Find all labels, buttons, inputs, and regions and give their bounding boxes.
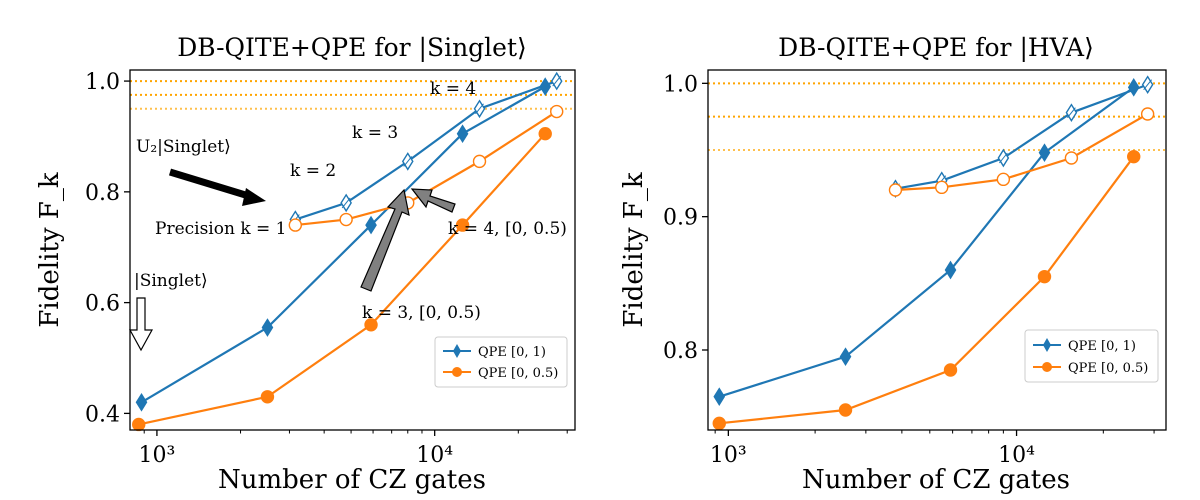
data-point-diamond: [261, 318, 274, 337]
legend-entry-qpe-0-1: QPE [0, 1): [1068, 339, 1136, 354]
data-point-diamond-stroke: [1067, 107, 1076, 118]
plot-frame: [129, 69, 576, 431]
annotation-u2-singlet: U₂|Singlet⟩: [136, 137, 231, 157]
legend-marker-diamond: [453, 344, 461, 358]
data-point-diamond-stroke: [341, 197, 351, 209]
y-tick-label: 0.6: [85, 292, 120, 317]
y-tick-label: 0.8: [85, 181, 120, 206]
y-tick-label: 1.0: [85, 70, 120, 95]
chart-singlet: DB-QITE+QPE for |Singlet⟩ Number of CZ g…: [35, 33, 576, 495]
series-line-4: [895, 113, 1149, 192]
legend: QPE [0, 1) QPE [0, 0.5): [1024, 329, 1159, 383]
data-point-diamond: [944, 260, 957, 280]
data-point-circle: [1127, 149, 1141, 164]
data-point-circle: [472, 154, 487, 169]
data-point-circle: [1037, 269, 1052, 284]
legend: QPE [0, 1) QPE [0, 0.5): [434, 336, 568, 388]
legend-marker-diamond: [1043, 338, 1051, 352]
legend-entry-qpe-0-1: QPE [0, 1): [478, 345, 546, 360]
plot-frame: [707, 69, 1167, 431]
data-point-diamond-stroke: [475, 103, 484, 115]
legend-marker-circle: [1042, 362, 1052, 372]
y-tick-label: 0.9: [663, 206, 698, 231]
y-tick-label: 0.4: [85, 402, 120, 427]
y-tick-label: 0.8: [663, 339, 698, 364]
data-point-diamond-stroke: [998, 152, 1008, 164]
data-point-diamond-stroke: [552, 75, 562, 87]
data-point-circle: [260, 390, 275, 404]
y-axis-label: Fidelity F_k: [35, 172, 65, 327]
annotation-k4: k = 4: [430, 79, 476, 99]
arrow-singlet-open: [128, 297, 154, 352]
data-point-diamond: [1127, 78, 1140, 97]
data-point-diamond: [839, 347, 852, 366]
chart-hva: DB-QITE+QPE for |HVA⟩ Number of CZ gates…: [619, 33, 1167, 495]
data-point-circle: [996, 172, 1011, 187]
data-point-circle: [1140, 107, 1155, 121]
data-point-circle: [538, 126, 552, 141]
annotation-k4-half: k = 4, [0, 0.5): [448, 219, 567, 239]
y-tick-label: 1.0: [663, 72, 698, 97]
data-point-diamond: [713, 387, 726, 406]
data-point-circle: [132, 417, 146, 432]
annotation-precision-k1: Precision k = 1: [155, 219, 287, 239]
data-point-circle: [550, 104, 564, 119]
legend-entry-qpe-0-0.5: QPE [0, 0.5): [1068, 361, 1148, 376]
data-point-diamond: [365, 215, 377, 235]
data-point-circle: [339, 212, 353, 227]
chart-title: DB-QITE+QPE for |Singlet⟩: [177, 33, 527, 63]
data-point-diamond-stroke: [403, 156, 413, 167]
x-tick-label: 10⁴: [416, 443, 453, 468]
legend-entry-qpe-0-0.5: QPE [0, 0.5): [478, 366, 558, 381]
data-point-circle: [712, 416, 726, 431]
data-point-diamond: [135, 392, 148, 412]
data-point-circle: [288, 218, 303, 232]
annotation-k2: k = 2: [290, 161, 336, 181]
data-point-circle: [455, 218, 470, 232]
arrow-u2-singlet: [168, 168, 254, 201]
annotation-k3-half: k = 3, [0, 0.5): [362, 303, 481, 323]
x-axis-label: Number of CZ gates: [802, 465, 1070, 495]
data-point-circle: [943, 363, 958, 377]
x-axis-label: Number of CZ gates: [218, 465, 486, 495]
annotation-singlet: |Singlet⟩: [134, 271, 208, 291]
data-point-circle: [935, 180, 949, 195]
data-point-circle: [1064, 151, 1079, 165]
arrow-k3-half: [360, 188, 410, 292]
x-tick-label: 10³: [710, 443, 747, 468]
data-point-diamond: [456, 124, 469, 144]
legend-marker-circle: [452, 367, 462, 377]
data-point-circle: [888, 183, 903, 197]
data-point-diamond: [539, 77, 552, 96]
chart-title: DB-QITE+QPE for |HVA⟩: [778, 33, 1094, 63]
x-tick-label: 10⁴: [998, 443, 1035, 468]
data-point-diamond: [1038, 143, 1051, 162]
y-axis-label: Fidelity F_k: [619, 172, 649, 327]
x-tick-label: 10³: [139, 443, 176, 468]
data-point-diamond-stroke: [1143, 79, 1153, 90]
annotation-k3: k = 3: [352, 123, 398, 143]
arrow-k4-half: [410, 188, 456, 213]
data-point-circle: [364, 318, 378, 332]
data-point-circle: [838, 403, 853, 417]
arrow-u2-singlet-head: [242, 188, 266, 206]
